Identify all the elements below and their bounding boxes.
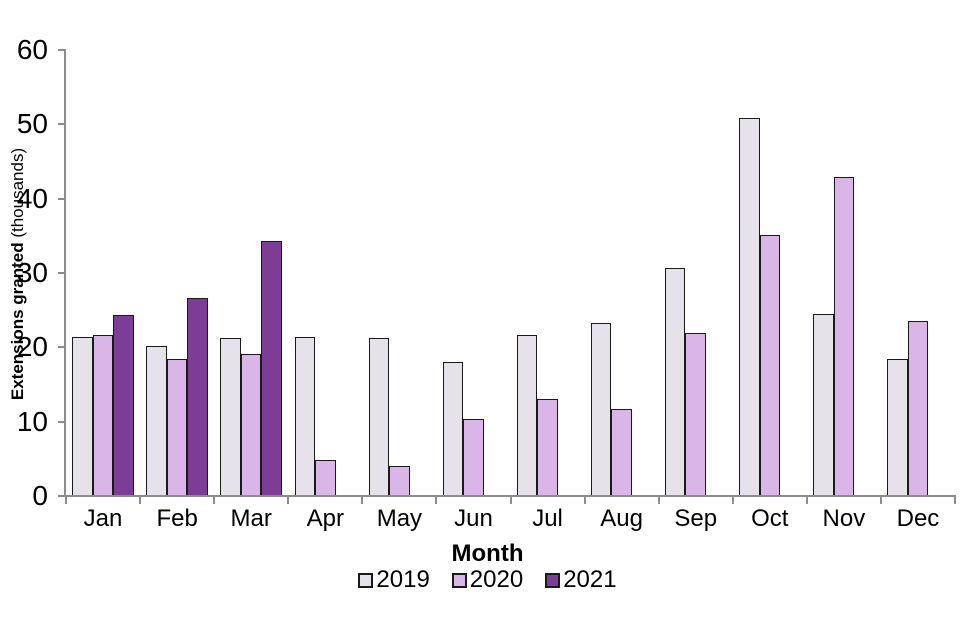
x-axis-tick-9 xyxy=(731,495,734,504)
legend-label-2020: 2020 xyxy=(469,566,524,593)
x-axis-tick-12 xyxy=(954,495,956,504)
x-category-label-jul: Jul xyxy=(532,505,563,532)
x-category-label-aug: Aug xyxy=(600,505,643,532)
x-axis-tick-1 xyxy=(139,495,142,504)
x-axis-tick-8 xyxy=(657,495,660,504)
legend-label-2021: 2021 xyxy=(563,566,617,593)
legend-item-2020: 2020 xyxy=(451,566,524,593)
legend-item-2019: 2019 xyxy=(358,566,430,593)
bar-2020-feb xyxy=(166,359,188,496)
y-axis-tick-60 xyxy=(58,49,66,51)
y-tick-label-40: 40 xyxy=(16,182,48,214)
y-axis-tick-30 xyxy=(58,272,66,274)
bar-2021-jan xyxy=(113,314,134,496)
x-category-label-apr: Apr xyxy=(306,505,344,532)
y-axis-tick-0 xyxy=(58,495,66,497)
bar-2020-jan xyxy=(92,335,114,496)
y-axis-tick-20 xyxy=(58,346,66,349)
bar-2019-aug xyxy=(590,322,612,496)
x-axis-tick-7 xyxy=(583,495,586,504)
bar-2020-jun xyxy=(463,419,484,496)
bar-2019-nov xyxy=(813,313,834,496)
bar-2019-dec xyxy=(887,359,908,496)
y-tick-label-10: 10 xyxy=(16,405,48,437)
bar-2019-mar xyxy=(220,338,241,496)
bar-2019-apr xyxy=(294,336,316,496)
bar-2020-may xyxy=(389,465,410,496)
bar-2019-sep xyxy=(664,267,686,496)
x-category-label-nov: Nov xyxy=(822,505,866,532)
x-category-label-jan: Jan xyxy=(83,505,123,532)
y-tick-label-20: 20 xyxy=(16,331,48,363)
x-axis-tick-2 xyxy=(213,495,216,504)
x-axis-tick-10 xyxy=(805,495,808,504)
x-category-label-oct: Oct xyxy=(751,505,789,532)
bar-2020-mar xyxy=(240,354,262,496)
x-category-label-mar: Mar xyxy=(230,505,272,532)
x-axis-tick-3 xyxy=(287,495,290,504)
x-category-label-may: May xyxy=(376,505,423,532)
bar-2019-oct xyxy=(739,118,760,496)
bar-2020-jul xyxy=(537,398,558,496)
legend-swatch-2019 xyxy=(358,572,374,588)
bar-2021-mar xyxy=(261,241,282,496)
bar-2020-sep xyxy=(685,333,706,496)
x-axis-title: Month xyxy=(451,540,524,567)
legend-swatch-2021 xyxy=(545,572,561,588)
y-axis-tick-40 xyxy=(58,197,66,200)
legend-label-2019: 2019 xyxy=(376,566,430,593)
x-category-label-dec: Dec xyxy=(896,505,940,532)
y-axis-tick-50 xyxy=(58,123,66,126)
x-axis-tick-6 xyxy=(509,495,512,504)
x-category-label-sep: Sep xyxy=(674,505,718,532)
x-category-label-jun: Jun xyxy=(454,505,493,532)
y-tick-label-60: 60 xyxy=(16,34,48,65)
y-tick-label-0: 0 xyxy=(32,480,48,511)
y-tick-label-50: 50 xyxy=(16,108,48,140)
bar-2020-dec xyxy=(907,320,929,496)
bar-2019-may xyxy=(368,337,390,496)
x-category-label-feb: Feb xyxy=(156,505,198,532)
y-axis-tick-10 xyxy=(58,420,66,423)
plot-area xyxy=(66,50,955,496)
bar-2019-jun xyxy=(442,362,464,496)
x-axis-tick-5 xyxy=(435,495,438,504)
x-axis-tick-0 xyxy=(65,495,67,504)
bar-2020-apr xyxy=(315,460,336,496)
bar-2021-feb xyxy=(187,297,208,496)
bar-2020-nov xyxy=(833,177,855,496)
x-axis-tick-11 xyxy=(879,495,882,504)
bar-2020-oct xyxy=(759,235,781,496)
bar-2019-feb xyxy=(146,345,167,496)
x-axis-tick-4 xyxy=(361,495,364,504)
bar-2020-aug xyxy=(611,409,632,496)
bar-2019-jan xyxy=(72,336,93,496)
bar-2019-jul xyxy=(516,335,538,496)
legend-swatch-2020 xyxy=(451,572,467,588)
legend: 2019 2020 2021 xyxy=(0,567,960,593)
legend-item-2021: 2021 xyxy=(545,566,617,593)
y-tick-label-30: 30 xyxy=(16,257,48,288)
